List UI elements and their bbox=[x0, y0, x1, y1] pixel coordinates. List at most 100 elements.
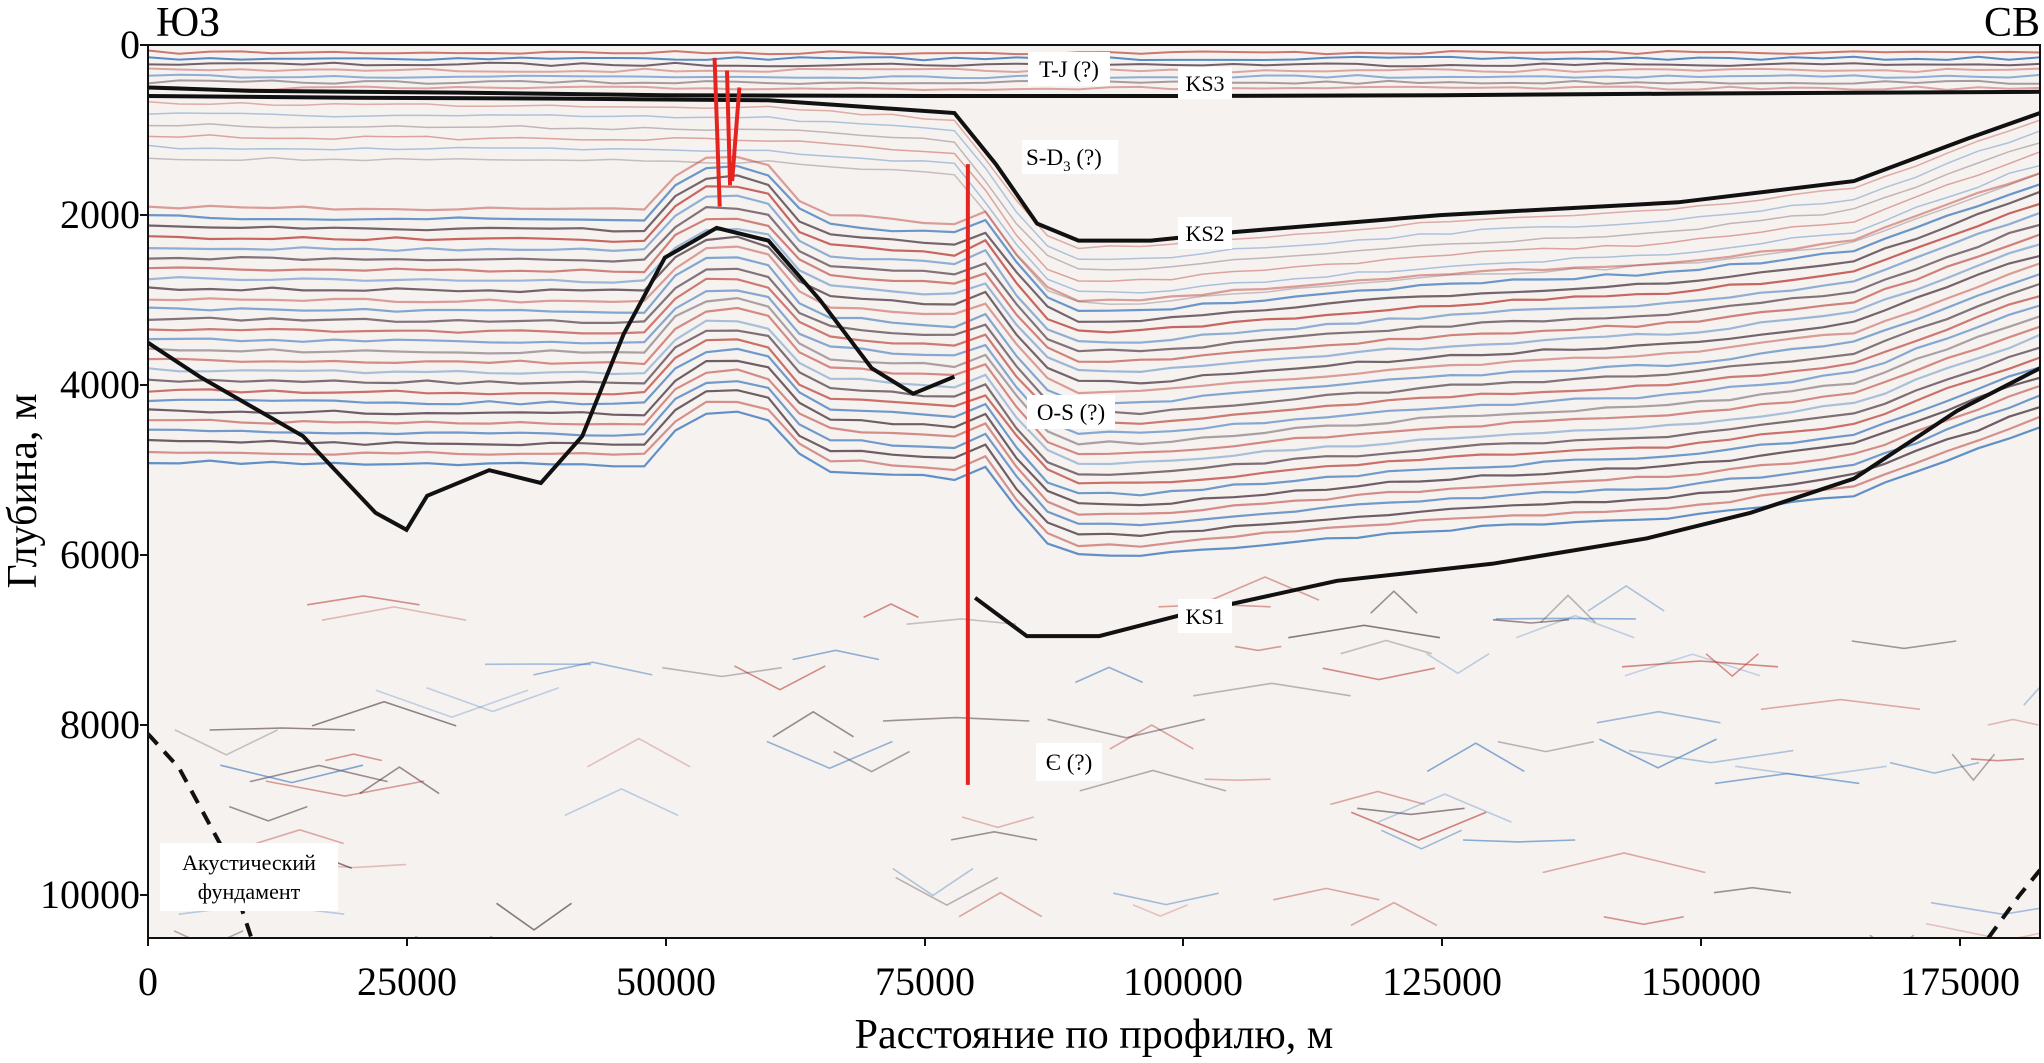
seismic-reflector bbox=[148, 144, 2040, 294]
x-tick-label: 50000 bbox=[616, 959, 716, 1004]
fault-line bbox=[724, 70, 733, 186]
y-tick-label: 6000 bbox=[60, 532, 140, 577]
seismic-reflector bbox=[1273, 887, 1380, 901]
seismic-reflector bbox=[1288, 624, 1441, 639]
label-sd-text: S-D3 (?) bbox=[1026, 145, 1102, 175]
seismic-reflector bbox=[1357, 807, 1465, 816]
seismic-reflector bbox=[148, 217, 2040, 363]
seismic-reflector bbox=[148, 227, 2040, 374]
x-tick-label: 150000 bbox=[1641, 959, 1761, 1004]
label-os-text: O-S (?) bbox=[1037, 400, 1105, 425]
seismic-reflector bbox=[1381, 829, 1462, 850]
seismic-reflector bbox=[148, 347, 2040, 497]
plot-frame bbox=[147, 44, 2041, 939]
y-tick-label: 2000 bbox=[60, 192, 140, 237]
seismic-reflector bbox=[426, 687, 560, 713]
seismic-reflector bbox=[1497, 740, 1594, 753]
seismic-reflector bbox=[1340, 639, 1432, 655]
seismic-reflector bbox=[148, 400, 2040, 548]
fault-lines bbox=[712, 57, 970, 785]
x-axis-title: Расстояние по профилю, м bbox=[855, 1012, 1334, 1058]
seismic-reflector bbox=[1599, 738, 1717, 769]
seismic-reflector bbox=[496, 902, 572, 931]
seismic-reflector bbox=[375, 689, 529, 718]
seismic-reflector bbox=[533, 661, 653, 676]
seismic-reflector bbox=[148, 389, 2040, 538]
x-tick-label: 25000 bbox=[357, 959, 457, 1004]
seismic-reflector bbox=[1970, 758, 2025, 762]
seismic-reflector bbox=[174, 729, 278, 756]
seismic-reflector bbox=[950, 830, 1038, 841]
basement-label-line1: Акустический bbox=[182, 850, 316, 875]
seismic-reflector bbox=[906, 618, 1017, 625]
basement-boundary-right bbox=[1986, 868, 2040, 938]
seismic-reflector bbox=[1495, 617, 1636, 620]
seismic-reflector bbox=[1075, 666, 1144, 684]
x-tick-label: 75000 bbox=[875, 959, 975, 1004]
seismic-reflector bbox=[1621, 660, 1779, 668]
seismic-reflector bbox=[895, 876, 999, 907]
seismic-reflector bbox=[148, 359, 2040, 507]
seismic-reflector bbox=[148, 235, 2040, 385]
seismic-reflector bbox=[148, 85, 2040, 92]
seismic-reflector bbox=[148, 156, 2040, 306]
seismic-reflector bbox=[148, 368, 2040, 516]
seismic-reflector bbox=[1603, 916, 1684, 926]
seismic-reflector bbox=[148, 380, 2040, 527]
horizon-ks1-left-line bbox=[148, 225, 956, 533]
label-ks3-text: KS3 bbox=[1185, 71, 1224, 96]
seismic-reflector bbox=[1516, 614, 1635, 639]
seismic-reflector bbox=[1377, 793, 1512, 823]
seismic-reflector bbox=[1370, 590, 1418, 614]
seismic-reflector bbox=[1987, 718, 2039, 726]
seismic-reflector bbox=[892, 867, 974, 897]
seismic-reflector bbox=[148, 194, 2040, 344]
seismic-reflector bbox=[1596, 710, 1721, 724]
seismic-reflector bbox=[734, 665, 826, 691]
seismic-reflector bbox=[148, 296, 2040, 446]
seismic-reflector bbox=[1542, 852, 1706, 874]
seismic-reflector bbox=[863, 603, 919, 619]
seismic-reflector bbox=[2023, 685, 2040, 706]
seismic-reflector bbox=[359, 766, 440, 795]
seismic-reflector bbox=[772, 710, 854, 738]
seismic-reflector bbox=[148, 155, 2040, 303]
seismic-reflector bbox=[1714, 772, 1860, 785]
seismic-reflector bbox=[148, 319, 2040, 466]
seismic-reflector bbox=[148, 205, 2040, 353]
seismic-reflector bbox=[148, 329, 2040, 476]
label-tj-text: T-J (?) bbox=[1039, 57, 1099, 82]
seismic-reflector bbox=[792, 649, 880, 661]
seismic-reflector bbox=[1628, 749, 1794, 764]
seismic-reflector bbox=[1426, 742, 1525, 773]
seismic-reflector bbox=[311, 700, 457, 727]
seismic-reflector bbox=[321, 606, 467, 621]
label-cambrian-text: Є (?) bbox=[1046, 750, 1092, 775]
x-tick-label: 100000 bbox=[1123, 959, 1243, 1004]
x-tick-label: 175000 bbox=[1900, 959, 2020, 1004]
seismic-reflector bbox=[148, 245, 2040, 395]
fault-line bbox=[730, 87, 742, 182]
y-tick-label: 10000 bbox=[40, 872, 140, 917]
seismic-reflector bbox=[1930, 901, 2040, 916]
seismic-reflector bbox=[662, 666, 782, 678]
seismic-reflector bbox=[1463, 839, 1576, 843]
y-axis bbox=[140, 44, 148, 896]
seismic-reflector bbox=[229, 805, 308, 822]
seismic-reflector bbox=[1587, 584, 1665, 612]
seismic-reflector bbox=[148, 134, 2040, 283]
y-tick-label: 0 bbox=[120, 22, 140, 67]
seismic-reflector bbox=[255, 828, 344, 845]
seismic-reflector bbox=[148, 100, 2040, 250]
seismic-reflector bbox=[1234, 645, 1282, 652]
label-sd-suffix: (?) bbox=[1071, 145, 1102, 170]
seismic-reflector bbox=[1624, 653, 1761, 677]
label-acoustic-basement: Акустический фундамент bbox=[160, 843, 338, 911]
seismic-reflector bbox=[173, 930, 244, 938]
seismic-reflector bbox=[1330, 790, 1426, 806]
horizon-lines bbox=[148, 85, 2040, 938]
seismic-reflector bbox=[961, 816, 1034, 829]
corner-label-sw: ЮЗ bbox=[156, 0, 220, 46]
seismic-reflector bbox=[148, 112, 2040, 261]
